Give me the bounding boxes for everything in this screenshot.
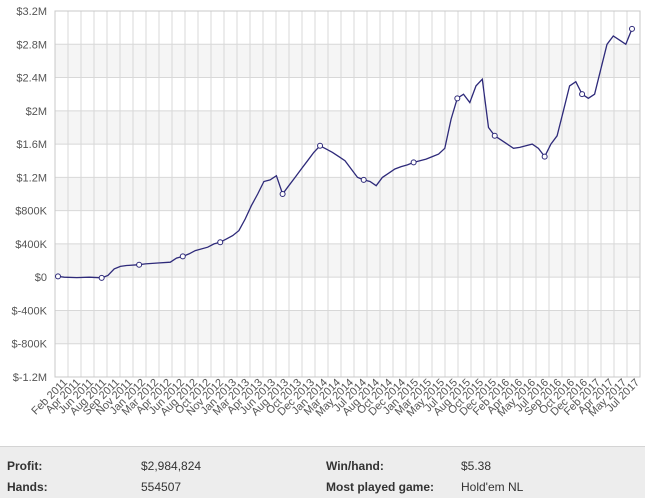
data-point-marker [279, 191, 286, 197]
y-tick-label: $2M [26, 106, 47, 118]
data-point-marker [179, 253, 186, 260]
profit-label: Profit: [7, 459, 43, 473]
plot-band [55, 11, 640, 45]
y-tick-label: $2.4M [16, 73, 47, 85]
y-tick-label: $800K [15, 206, 47, 218]
plot-band [55, 277, 640, 311]
win-per-hand-value: $5.38 [461, 459, 492, 473]
plot-band [55, 110, 640, 145]
y-axis-tick-labels: $-1.2M $-800K $-400K $0 $400K $800K $1.2M $1.6M… [12, 6, 48, 384]
y-tick-label: $3.2M [16, 6, 47, 18]
plot-band [55, 210, 640, 244]
data-point-marker [217, 239, 224, 246]
data-point-marker [454, 95, 461, 102]
plot-band [55, 144, 640, 178]
profit-series-markers [55, 25, 635, 281]
data-point-marker [55, 273, 61, 280]
stats-panel: Profit: $2,984,824 Win/hand: $5.38 Hands… [0, 446, 645, 498]
profit-value: $2,984,824 [141, 459, 202, 473]
y-tick-label: $-1.2M [13, 372, 47, 384]
win-per-hand-label: Win/hand: [326, 459, 384, 473]
plot-band [55, 310, 640, 344]
profit-line-chart: $-1.2M $-800K $-400K $0 $400K $800K $1.2M $1.6M… [12, 6, 643, 420]
hands-value: 554507 [141, 480, 182, 494]
plot-border [54, 10, 641, 378]
most-played-game-value: Hold'em NL [461, 480, 524, 494]
most-played-game-label: Most played game: [326, 480, 435, 494]
data-point-marker [360, 176, 367, 183]
plot-band [55, 44, 640, 78]
data-point-marker [98, 274, 105, 281]
y-tick-label: $0 [35, 272, 47, 284]
y-tick-label: $1.2M [16, 172, 47, 184]
data-point-marker [541, 153, 548, 160]
data-point-marker [629, 25, 635, 32]
data-point-marker [579, 91, 586, 98]
plot-band [55, 77, 640, 111]
y-tick-label: $-800K [12, 339, 48, 351]
data-point-marker [410, 159, 417, 166]
y-tick-label: $2.8M [16, 39, 47, 51]
y-tick-label: $-400K [12, 305, 48, 317]
plot-band [55, 177, 640, 211]
plot-band [55, 343, 640, 377]
y-tick-label: $1.6M [16, 139, 47, 151]
plot-band [55, 243, 640, 278]
plot-bands [55, 11, 640, 377]
hands-label: Hands: [7, 480, 48, 494]
data-point-marker [491, 132, 498, 139]
y-tick-label: $400K [15, 239, 47, 251]
data-point-marker [317, 142, 324, 149]
data-point-marker [136, 261, 143, 268]
vertical-gridlines [67, 11, 641, 377]
